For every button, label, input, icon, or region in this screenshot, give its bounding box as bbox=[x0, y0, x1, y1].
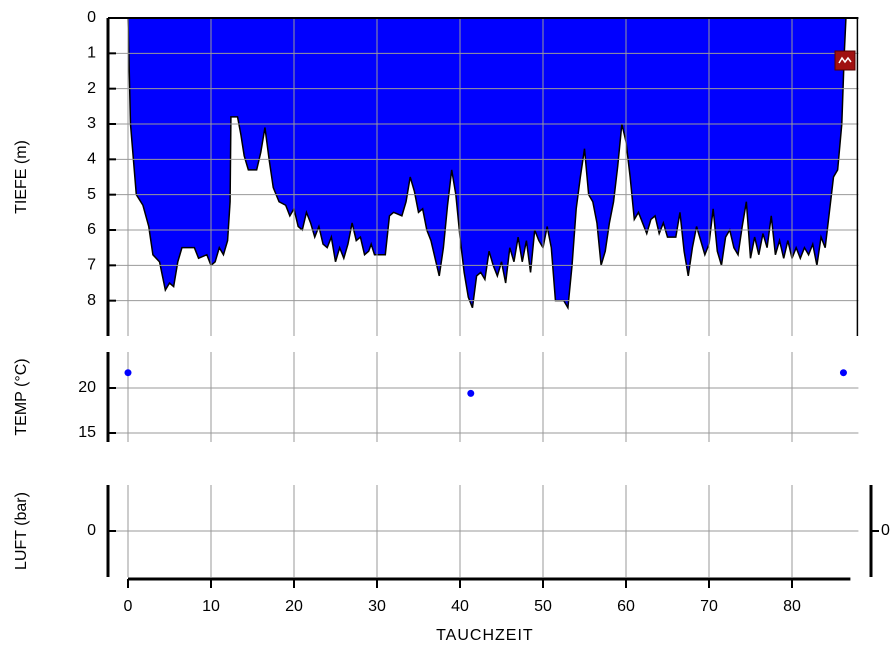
x-tick-label: 20 bbox=[285, 598, 303, 615]
x-tick-label: 30 bbox=[368, 598, 386, 615]
y-tick-label: 4 bbox=[87, 151, 96, 168]
depth-line bbox=[127, 17, 847, 311]
y-tick-label: 0 bbox=[87, 522, 96, 539]
depth-area bbox=[128, 18, 846, 308]
y-axis-label: TIEFE (m) bbox=[13, 140, 30, 214]
x-tick-label: 70 bbox=[700, 598, 718, 615]
y-axis-label: TEMP (°C) bbox=[13, 358, 30, 435]
temp-point bbox=[124, 369, 132, 377]
x-tick-label: 80 bbox=[783, 598, 801, 615]
y-tick-label: 15 bbox=[78, 424, 96, 441]
y-tick-label: 0 bbox=[87, 9, 96, 26]
x-tick-label: 60 bbox=[617, 598, 635, 615]
y2-tick-label: 0 bbox=[881, 522, 890, 539]
x-tick-label: 50 bbox=[534, 598, 552, 615]
x-tick-label: 40 bbox=[451, 598, 469, 615]
y-tick-label: 5 bbox=[87, 186, 96, 203]
plot-layer: 0 1 2 3 4 5 6 7 8 TIEFE (m) 15 20 TEMP (°C) 0 LUFT (ba… bbox=[13, 9, 890, 644]
y-tick-label: 8 bbox=[87, 292, 96, 309]
y-axis-label: LUFT (bar) bbox=[13, 492, 30, 570]
x-tick-label: 0 bbox=[124, 598, 133, 615]
y-tick-label: 3 bbox=[87, 115, 96, 132]
y-tick-label: 20 bbox=[78, 379, 96, 396]
y-tick-label: 1 bbox=[87, 45, 96, 62]
y-tick-label: 2 bbox=[87, 80, 96, 97]
temp-point bbox=[839, 369, 847, 377]
alarm-icon bbox=[834, 50, 856, 71]
temp-point bbox=[467, 389, 475, 397]
y-tick-label: 6 bbox=[87, 221, 96, 238]
x-tick-label: 10 bbox=[202, 598, 220, 615]
x-axis-label: TAUCHZEIT bbox=[436, 627, 534, 644]
y-tick-label: 7 bbox=[87, 257, 96, 274]
